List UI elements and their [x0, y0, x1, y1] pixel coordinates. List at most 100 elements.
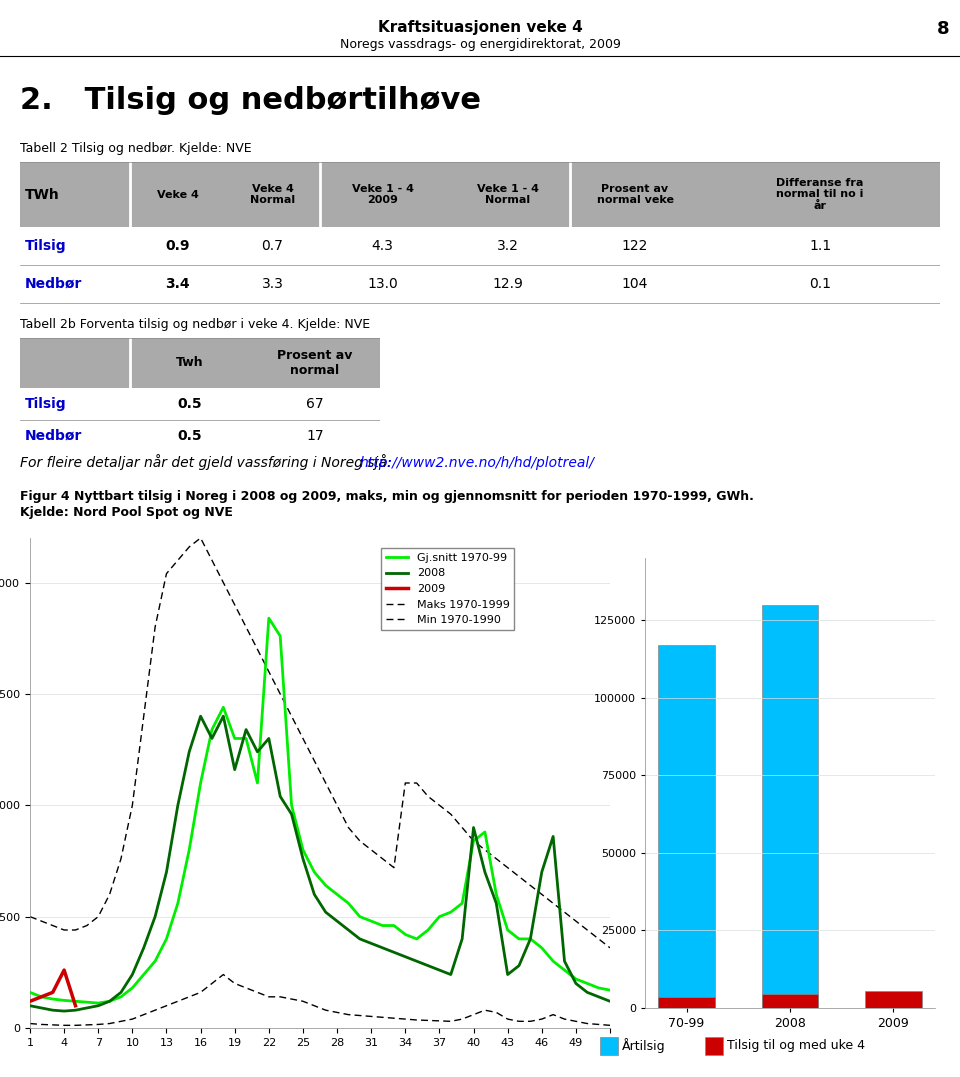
Gj.snitt 1970-99 [92, 996, 104, 1009]
Text: Twh: Twh [177, 356, 204, 369]
Maks 1970-1999 [70, 924, 82, 937]
Text: 13.0: 13.0 [367, 277, 397, 291]
Bar [600, 1037, 618, 1055]
Bar [761, 994, 819, 1008]
Text: Veke 1 - 4
2009: Veke 1 - 4 2009 [351, 184, 414, 206]
Text: Veke 4: Veke 4 [156, 190, 199, 199]
Line: 2009: 2009 [30, 970, 76, 1006]
Text: 17: 17 [306, 429, 324, 443]
Bar [659, 645, 715, 1008]
Text: Kraftsituasjonen veke 4: Kraftsituasjonen veke 4 [377, 20, 583, 34]
Min 1970-1990 [24, 1017, 36, 1030]
Gj.snitt 1970-99 [604, 983, 615, 996]
2008 [320, 906, 331, 919]
Min 1970-1990 [252, 985, 263, 998]
Text: Figur 4 Nyttbart tilsig i Noreg i 2008 og 2009, maks, min og gjennomsnitt for pe: Figur 4 Nyttbart tilsig i Noreg i 2008 o… [20, 490, 754, 503]
Text: 1.1: 1.1 [809, 239, 831, 253]
Text: Veke 1 - 4
Normal: Veke 1 - 4 Normal [476, 184, 539, 206]
Text: 67: 67 [306, 397, 324, 411]
Line: Min 1970-1990: Min 1970-1990 [30, 975, 610, 1025]
Text: 3.2: 3.2 [496, 239, 518, 253]
Min 1970-1990 [399, 1012, 411, 1025]
Text: http://www2.nve.no/h/hd/plotreal/: http://www2.nve.no/h/hd/plotreal/ [359, 456, 594, 470]
Text: Nedbør: Nedbør [25, 429, 83, 443]
Min 1970-1990 [354, 1009, 366, 1022]
Text: 3.4: 3.4 [165, 277, 190, 291]
2009 [24, 995, 36, 1008]
Text: TWh: TWh [25, 187, 60, 201]
Bar [659, 997, 715, 1008]
2008 [81, 1002, 92, 1015]
2009 [70, 999, 82, 1012]
Min 1970-1990 [218, 968, 229, 981]
2008 [604, 995, 615, 1008]
Maks 1970-1999 [411, 777, 422, 789]
Bar [20, 162, 940, 227]
Maks 1970-1999 [388, 862, 399, 875]
2009 [47, 985, 59, 998]
Gj.snitt 1970-99 [263, 612, 275, 625]
Min 1970-1990 [422, 1013, 434, 1026]
Line: Gj.snitt 1970-99: Gj.snitt 1970-99 [30, 618, 610, 1003]
Text: Prosent av
normal: Prosent av normal [277, 349, 352, 377]
Gj.snitt 1970-99 [320, 879, 331, 892]
Min 1970-1990 [81, 1019, 92, 1032]
Gj.snitt 1970-99 [70, 995, 82, 1008]
Text: 8: 8 [937, 20, 950, 38]
Text: 4.3: 4.3 [372, 239, 394, 253]
Maks 1970-1999 [604, 941, 615, 954]
Maks 1970-1999 [195, 532, 206, 545]
Text: Prosent av
normal veke: Prosent av normal veke [596, 184, 674, 206]
2008 [399, 950, 411, 963]
2009 [36, 991, 47, 1004]
Text: Tilsig til og med uke 4: Tilsig til og med uke 4 [727, 1039, 865, 1052]
Text: Nedbør: Nedbør [25, 277, 83, 291]
2009 [59, 964, 70, 977]
Text: 12.9: 12.9 [492, 277, 523, 291]
2008 [24, 999, 36, 1012]
Text: Tilsig: Tilsig [25, 239, 66, 253]
Text: Tilsig: Tilsig [25, 397, 66, 411]
Bar [705, 1037, 723, 1055]
2008 [252, 745, 263, 758]
Text: Differanse fra
normal til no i
år: Differanse fra normal til no i år [777, 178, 864, 211]
2008 [422, 960, 434, 973]
Text: For fleire detaljar når det gjeld vassføring i Noreg sjå:: For fleire detaljar når det gjeld vassfø… [20, 454, 396, 470]
Gj.snitt 1970-99 [422, 924, 434, 937]
2008 [59, 1005, 70, 1018]
2008 [354, 933, 366, 946]
Text: Noregs vassdrags- og energidirektorat, 2009: Noregs vassdrags- og energidirektorat, 2… [340, 38, 620, 51]
Text: 2.   Tilsig og nedbørtilhøve: 2. Tilsig og nedbørtilhøve [20, 86, 481, 115]
Text: 3.3: 3.3 [261, 277, 283, 291]
Maks 1970-1999 [24, 910, 36, 923]
Maks 1970-1999 [308, 754, 320, 767]
Maks 1970-1999 [570, 914, 582, 927]
Text: 0.5: 0.5 [178, 397, 203, 411]
Gj.snitt 1970-99 [399, 928, 411, 941]
Line: 2008: 2008 [30, 716, 610, 1011]
Gj.snitt 1970-99 [240, 732, 252, 745]
Text: 104: 104 [622, 277, 648, 291]
Line: Maks 1970-1999: Maks 1970-1999 [30, 538, 610, 948]
Text: 122: 122 [622, 239, 648, 253]
Bar [761, 604, 819, 1008]
Min 1970-1990 [604, 1019, 615, 1032]
Text: 0.7: 0.7 [261, 239, 283, 253]
Maks 1970-1999 [240, 620, 252, 633]
Legend: Gj.snitt 1970-99, 2008, 2009, Maks 1970-1999, Min 1970-1990: Gj.snitt 1970-99, 2008, 2009, Maks 1970-… [381, 548, 514, 630]
Text: Kjelde: Nord Pool Spot og NVE: Kjelde: Nord Pool Spot og NVE [20, 506, 233, 519]
Text: 0.9: 0.9 [165, 239, 190, 253]
Min 1970-1990 [320, 1004, 331, 1017]
Text: 0.1: 0.1 [809, 277, 831, 291]
Text: Tabell 2 Tilsig og nedbør. Kjelde: NVE: Tabell 2 Tilsig og nedbør. Kjelde: NVE [20, 142, 252, 155]
Bar [865, 991, 922, 1008]
Bar [20, 338, 380, 388]
Text: Tabell 2b Forventa tilsig og nedbør i veke 4. Kjelde: NVE: Tabell 2b Forventa tilsig og nedbør i ve… [20, 318, 371, 331]
2008 [195, 710, 206, 723]
Gj.snitt 1970-99 [354, 910, 366, 923]
Text: Veke 4
Normal: Veke 4 Normal [250, 184, 295, 206]
Text: Årtilsig: Årtilsig [622, 1038, 665, 1053]
Gj.snitt 1970-99 [24, 985, 36, 998]
Min 1970-1990 [59, 1019, 70, 1032]
Text: 0.5: 0.5 [178, 429, 203, 443]
